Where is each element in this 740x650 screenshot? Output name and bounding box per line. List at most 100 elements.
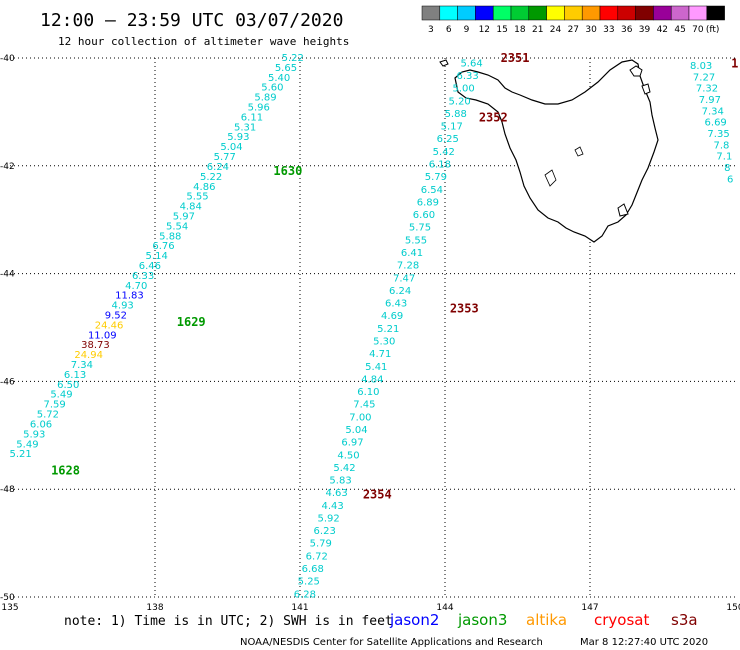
wave-height-value: 7.1	[716, 152, 732, 163]
wave-height-value: 5.25	[298, 577, 320, 588]
wave-height-value: 4.50	[337, 450, 359, 461]
wave-height-value: 9.52	[105, 311, 127, 322]
wave-height-value: 6.33	[456, 71, 478, 82]
time-label: 2353	[450, 302, 479, 316]
wave-height-value: 5.21	[377, 324, 399, 335]
wave-height-value: 5.14	[146, 251, 168, 262]
time-label: 2351	[501, 51, 530, 65]
wave-height-value: 5.65	[275, 63, 297, 74]
wave-height-value: 6.10	[357, 387, 379, 398]
lon-tick-label: 147	[581, 603, 598, 613]
legend-swatch	[653, 5, 672, 21]
time-label: 1630	[273, 164, 302, 178]
legend-label: 33	[603, 25, 614, 35]
legend-swatch	[635, 5, 654, 21]
time-label: 2354	[363, 488, 392, 502]
lake-sorell	[574, 146, 584, 157]
wave-height-value: 5.22	[200, 172, 222, 183]
time-label: 1	[731, 56, 738, 70]
map-frame: 5.215.495.936.065.727.595.496.506.137.34…	[0, 51, 740, 613]
wave-height-value: 6.33	[132, 271, 154, 282]
lon-tick-label: 141	[291, 603, 308, 613]
legend-swatch	[706, 5, 725, 21]
wave-height-value: 6	[727, 174, 733, 185]
wave-height-value: 5.17	[441, 122, 463, 133]
legend-label: 70	[692, 25, 704, 35]
satellite-cryosat: cryosat	[594, 611, 649, 629]
legend-label: 42	[657, 25, 668, 35]
track-1628-1630: 5.215.495.936.065.727.595.496.506.137.34…	[10, 53, 304, 477]
time-label: 1629	[177, 315, 206, 329]
wave-height-value: 4.86	[193, 182, 215, 193]
wave-height-value: 5.97	[173, 211, 195, 222]
wave-height-value: 5.75	[409, 223, 431, 234]
wave-height-value: 5.42	[333, 463, 355, 474]
legend-label: 36	[621, 25, 633, 35]
legend-label: 45	[674, 25, 685, 35]
wave-height-value: 5.20	[449, 96, 471, 107]
wave-height-value: 4.71	[369, 349, 391, 360]
footer-timestamp: Mar 8 12:27:40 UTC 2020	[580, 637, 708, 648]
wave-height-value: 6.97	[341, 438, 363, 449]
wave-height-value: 5.04	[345, 425, 367, 436]
legend-label: 21	[532, 25, 543, 35]
wave-height-value: 6.50	[57, 380, 79, 391]
satellite-tracks: 5.215.495.936.065.727.595.496.506.137.34…	[10, 51, 739, 600]
wave-height-value: 5.88	[445, 109, 467, 120]
legend-label: 30	[585, 25, 597, 35]
wave-height-value: 6.41	[401, 248, 423, 259]
wave-height-value: 11.09	[88, 330, 117, 341]
legend-label: 12	[479, 25, 490, 35]
wave-height-value: 7.32	[696, 84, 718, 95]
wave-height-value: 6.69	[705, 118, 727, 129]
lon-tick-label: 144	[436, 603, 453, 613]
legend-swatch	[670, 5, 690, 21]
legend-swatch	[457, 5, 476, 21]
wave-height-value: 5.21	[10, 449, 32, 460]
legend-label: 27	[568, 25, 579, 35]
wave-height-value: 6.11	[241, 112, 263, 123]
wave-height-value: 5.72	[37, 410, 59, 421]
legend-swatch	[528, 5, 547, 21]
wave-height-value: 7.00	[349, 412, 371, 423]
wave-height-value: 7.34	[71, 360, 93, 371]
wave-height-value: 5.92	[318, 513, 340, 524]
lon-tick-label: 150	[726, 603, 740, 613]
wave-height-value: 4.84	[361, 374, 383, 385]
wave-height-value: 5.40	[268, 73, 290, 84]
legend-swatch	[475, 5, 494, 21]
wave-height-value: 5.79	[425, 172, 447, 183]
lon-tick-label: 138	[146, 603, 163, 613]
legend-swatch	[492, 5, 512, 21]
wave-height-value: 5.55	[405, 235, 427, 246]
tasmania-coastline	[439, 59, 659, 243]
satellite-jason3: jason3	[457, 611, 507, 629]
footer-credit: NOAA/NESDIS Center for Satellite Applica…	[240, 637, 543, 648]
legend-swatch	[546, 5, 565, 21]
lat-tick-label: -50	[0, 593, 15, 603]
satellite-s3a: s3a	[671, 611, 698, 629]
lat-tick-label: -44	[0, 270, 15, 280]
wave-height-value: 5.88	[159, 231, 181, 242]
wave-height-value: 7.35	[707, 129, 729, 140]
color-legend: 3 6 9 12 15 18 21 24 27 30 33 36 39 42 45 70 (ft)	[421, 5, 725, 35]
wave-height-value: 5.04	[220, 142, 242, 153]
wave-height-value: 7.47	[393, 273, 415, 284]
wave-height-value: 4.43	[321, 501, 343, 512]
wave-height-value: 6.46	[139, 261, 161, 272]
page-subtitle: 12 hour collection of altimeter wave hei…	[58, 35, 349, 48]
footer-note: note: 1) Time is in UTC; 2) SWH is in fe…	[64, 614, 393, 629]
legend-label: 9	[464, 25, 470, 35]
wave-height-value: 6.60	[413, 210, 435, 221]
legend-swatch	[510, 5, 530, 21]
legend-swatch	[617, 5, 636, 21]
wave-height-value: 4.70	[125, 281, 147, 292]
wave-height-value: 7.59	[44, 400, 66, 411]
wave-height-value: 5.89	[254, 93, 276, 104]
wave-height-value: 5.79	[310, 539, 332, 550]
island-bruny	[617, 203, 629, 217]
track-2351-2354: 5.646.335.005.205.885.176.255.426.185.79…	[294, 51, 530, 600]
legend-swatch	[688, 5, 708, 21]
wave-height-value: 6.28	[294, 589, 316, 600]
island-king	[439, 59, 449, 67]
